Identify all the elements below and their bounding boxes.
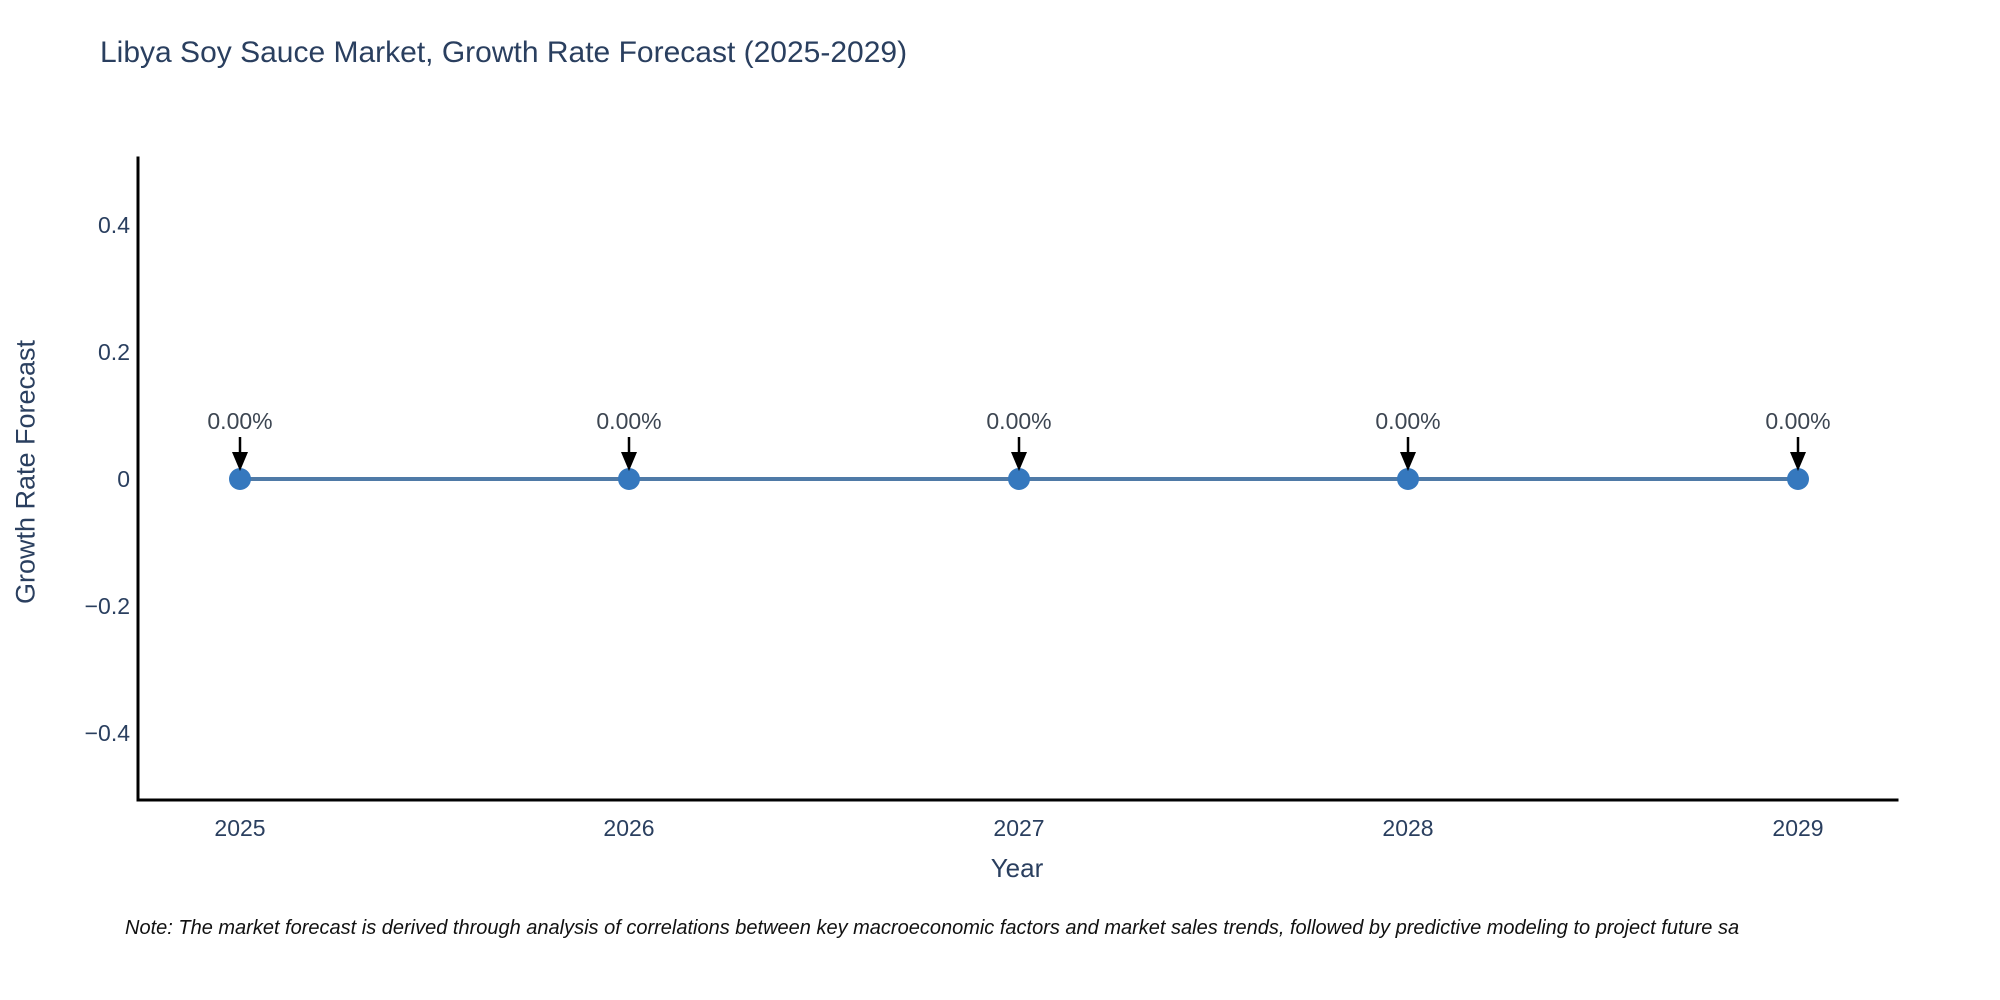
chart-title: Libya Soy Sauce Market, Growth Rate Fore…: [100, 36, 908, 69]
point-value-label: 0.00%: [986, 408, 1051, 434]
y-tick-label: −0.4: [85, 720, 131, 746]
data-point-2025[interactable]: [229, 468, 251, 490]
point-value-label: 0.00%: [596, 408, 661, 434]
annotation-arrow: [621, 437, 637, 471]
point-value-label: 0.00%: [207, 408, 272, 434]
y-tick-label: 0.4: [98, 212, 130, 238]
point-value-label: 0.00%: [1375, 408, 1440, 434]
x-tick-label: 2026: [603, 815, 654, 841]
y-tick-label: 0.2: [98, 339, 130, 365]
annotation-arrow: [1400, 437, 1416, 471]
x-tick-label: 2027: [993, 815, 1044, 841]
annotation-arrow: [1011, 437, 1027, 471]
annotation-arrow: [232, 437, 248, 471]
data-point-2029[interactable]: [1787, 468, 1809, 490]
data-point-2026[interactable]: [618, 468, 640, 490]
point-value-label: 0.00%: [1765, 408, 1830, 434]
x-tick-label: 2025: [214, 815, 265, 841]
x-tick-label: 2028: [1382, 815, 1433, 841]
annotation-arrow: [1790, 437, 1806, 471]
axis-spines: [136, 156, 1899, 802]
x-tick-label: 2029: [1772, 815, 1823, 841]
footnote: Note: The market forecast is derived thr…: [125, 917, 1740, 939]
y-tick-label: −0.2: [85, 593, 130, 619]
data-point-2028[interactable]: [1397, 468, 1419, 490]
y-tick-label: 0: [117, 466, 130, 492]
data-point-2027[interactable]: [1008, 468, 1030, 490]
x-axis-title: Year: [991, 853, 1044, 883]
